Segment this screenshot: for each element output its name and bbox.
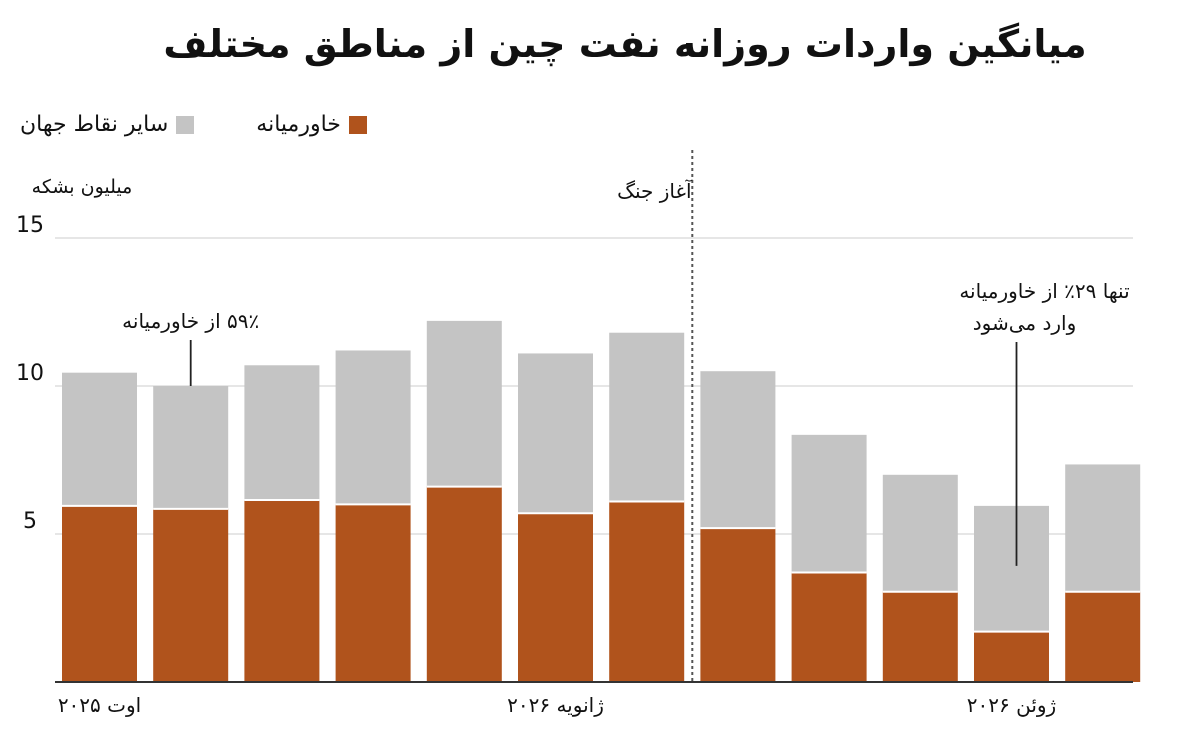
annotation-late-share-line2: وارد می‌شود: [973, 311, 1077, 335]
bar-middle-east: [244, 499, 320, 682]
bar-rest-of-world: [62, 372, 137, 506]
bar-middle-east: [609, 501, 685, 682]
legend-swatch-rest-of-world: [176, 115, 195, 134]
legend-swatch-middle-east: [348, 115, 367, 134]
bar-rest-of-world: [791, 434, 867, 573]
bar-rest-of-world: [974, 505, 1049, 632]
bar-middle-east: [153, 508, 229, 682]
annotation-war-start: آغاز جنگ: [617, 178, 693, 203]
legend-item-middle-east: خاورمیانه: [256, 112, 367, 137]
annotation-late-share: تنها ۲۹٪ از خاورمیانه: [959, 279, 1129, 303]
bar-middle-east: [974, 631, 1049, 682]
bar-middle-east: [700, 528, 776, 682]
bar-middle-east: [335, 504, 411, 682]
x-tick-label: ژانویه ۲۰۲۶: [507, 693, 604, 717]
bar-rest-of-world: [244, 365, 320, 500]
bar-middle-east: [791, 572, 867, 682]
legend-item-rest-of-world: سایر نقاط جهان: [20, 112, 195, 137]
legend: خاورمیانه سایر نقاط جهان: [20, 112, 367, 137]
bar-middle-east: [882, 591, 958, 682]
y-tick-label: 10: [16, 361, 44, 386]
y-tick-label: 5: [23, 509, 37, 534]
x-tick-label: اوت ۲۰۲۵: [58, 693, 141, 717]
annotation-early-share: ۵۹٪ از خاورمیانه: [122, 309, 259, 333]
bar-rest-of-world: [335, 350, 411, 505]
bar-rest-of-world: [1065, 464, 1141, 592]
bar-middle-east: [1065, 591, 1141, 682]
bar-rest-of-world: [426, 320, 502, 487]
legend-label-middle-east: خاورمیانه: [256, 112, 341, 137]
y-axis-label: میلیون بشکه: [32, 176, 133, 198]
bar-rest-of-world: [882, 474, 958, 592]
legend-label-rest-of-world: سایر نقاط جهان: [20, 112, 169, 137]
bar-rest-of-world: [700, 371, 776, 529]
x-tick-label: ژوئن ۲۰۲۶: [967, 693, 1056, 717]
bar-rest-of-world: [518, 353, 593, 514]
y-tick-label: 15: [16, 213, 44, 238]
chart-title: میانگین واردات روزانه نفت چین از مناطق م…: [163, 22, 1087, 66]
bar-middle-east: [426, 486, 502, 682]
bar-middle-east: [518, 513, 593, 682]
bar-middle-east: [62, 505, 137, 682]
bar-rest-of-world: [153, 386, 229, 509]
bar-rest-of-world: [609, 332, 685, 502]
